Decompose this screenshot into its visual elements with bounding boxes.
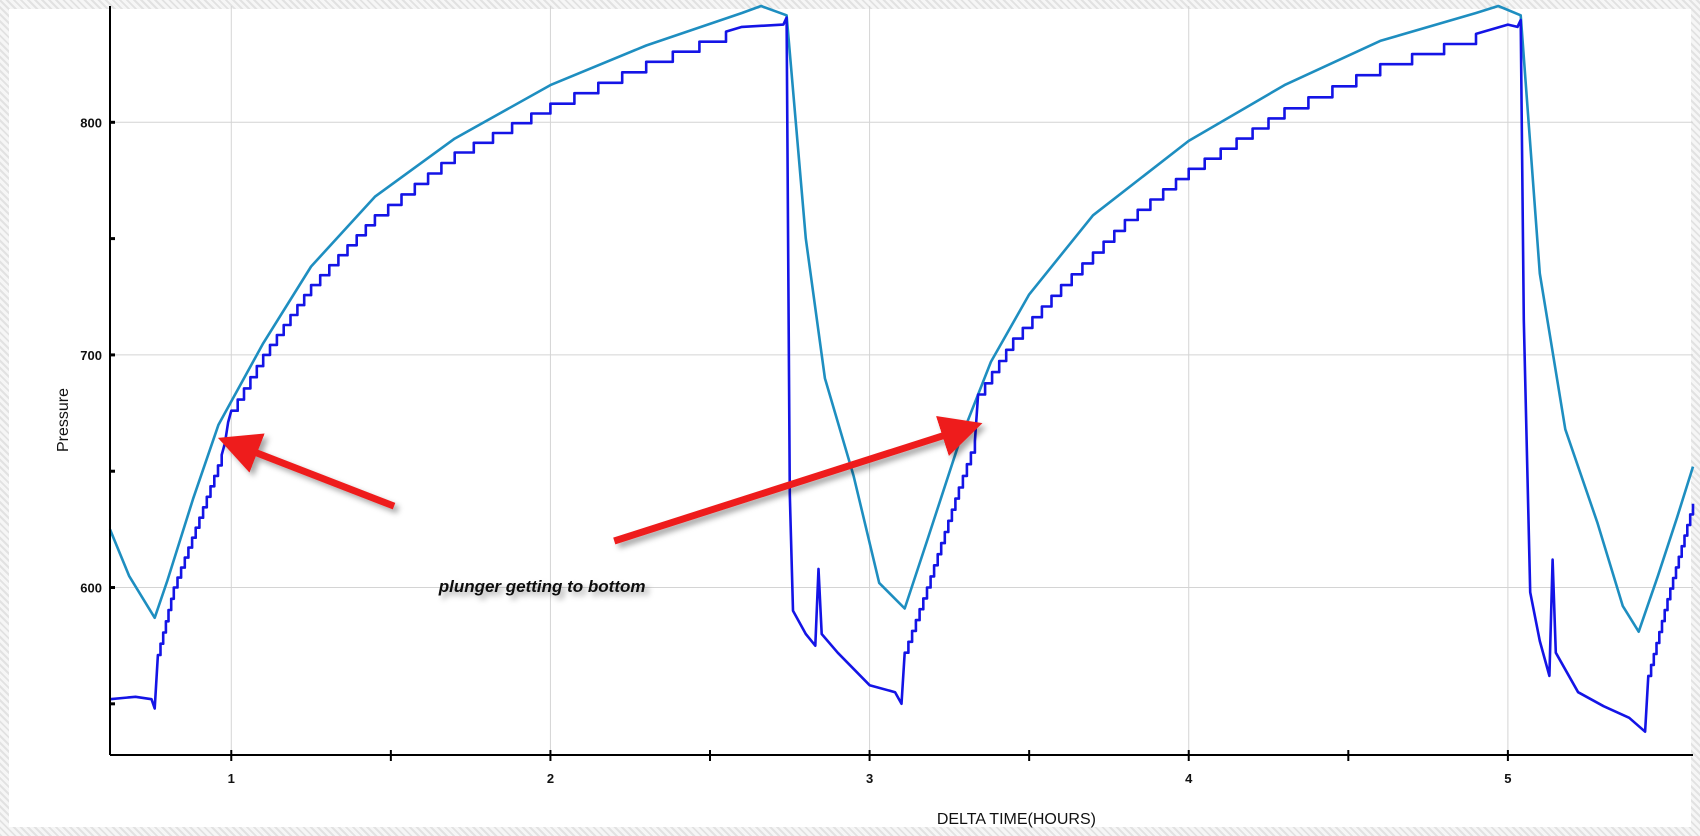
x-tick-label: 4: [1185, 771, 1193, 786]
x-tick-label: 3: [866, 771, 873, 786]
axes: [109, 6, 1693, 761]
y-tick-label: 600: [80, 581, 102, 596]
x-axis-title: DELTA TIME(HOURS): [937, 811, 1096, 828]
x-tick-label: 2: [547, 771, 554, 786]
annotation-arrow-1: [217, 433, 396, 510]
x-tick-label: 5: [1504, 771, 1511, 786]
series-line-1: [108, 4, 1695, 633]
annotation-arrows: [217, 415, 983, 545]
series-lines: [108, 4, 1695, 733]
grid-lines: [110, 6, 1693, 755]
x-tick-label: 1: [228, 771, 235, 786]
y-axis-title: Pressure: [55, 388, 72, 452]
annotation-arrow-2: [613, 415, 983, 545]
y-tick-label: 800: [80, 115, 102, 130]
axis-labels: 1 2 3 4 5 600 700 800 DELTA TIME(HOURS) Pressure p…: [55, 115, 1512, 828]
y-tick-label: 700: [80, 348, 102, 363]
series-line-2: [109, 16, 1695, 733]
annotation-text: plunger getting to bottom: [438, 577, 646, 596]
